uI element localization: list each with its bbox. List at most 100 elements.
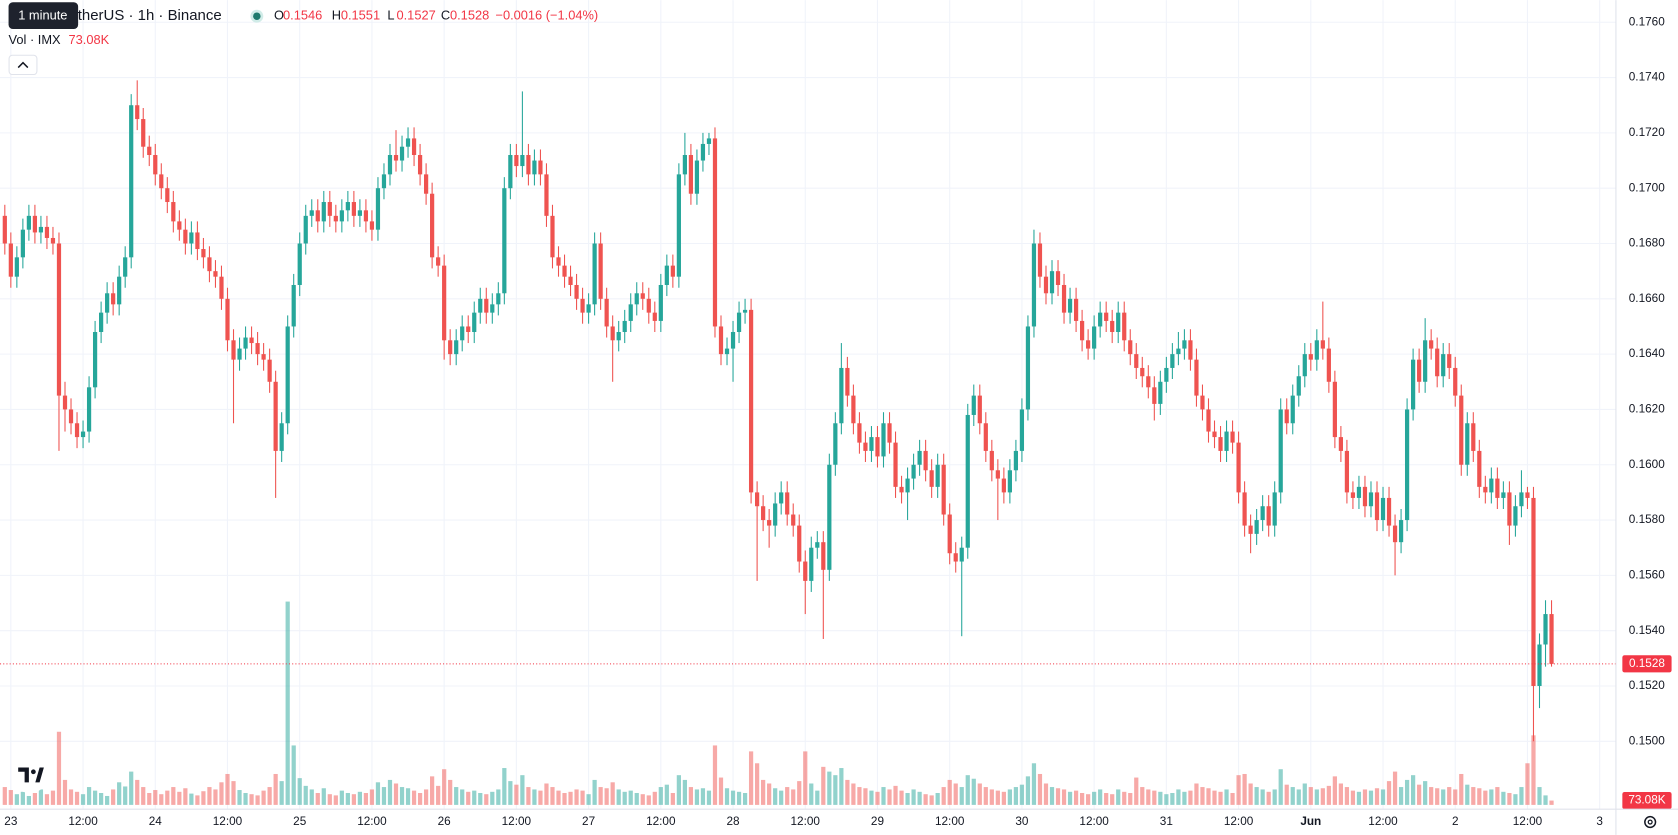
volume-bar (411, 790, 417, 805)
candle-body (947, 514, 952, 554)
volume-bar (177, 791, 182, 805)
volume-bar (20, 791, 25, 805)
volume-bar (574, 789, 579, 805)
candle-body (989, 450, 994, 471)
volume-bar (730, 790, 736, 805)
volume-bar (333, 795, 338, 805)
candle-body (742, 309, 748, 313)
volume-bar (1031, 763, 1037, 805)
candle-body (460, 326, 465, 341)
candle-body (62, 395, 68, 410)
candle-body (189, 232, 194, 244)
collapse-icon (17, 61, 29, 69)
volume-bar (917, 791, 922, 805)
candle-body (74, 423, 80, 438)
candle-body (255, 343, 260, 355)
volume-bar (111, 789, 116, 805)
candle-body (357, 210, 363, 216)
volume-bar (544, 783, 549, 805)
y-tick-label: 0.1500 (1629, 734, 1665, 747)
candle-body (321, 202, 326, 222)
candle-body (1290, 395, 1295, 424)
volume-bar (971, 778, 976, 805)
candle-body (724, 348, 730, 355)
volume-bar (1055, 788, 1061, 805)
candle-body (929, 470, 934, 487)
candle-body (303, 215, 308, 244)
candle-body (857, 423, 862, 443)
candle-body (1302, 354, 1307, 377)
candle-body (1236, 442, 1241, 493)
status-dot (253, 12, 261, 20)
candle-body (231, 340, 236, 360)
volume-bar (381, 787, 387, 805)
candle-body (1398, 520, 1404, 543)
volume-bar (225, 773, 230, 805)
candle-body (195, 232, 200, 250)
y-tick-label: 0.1520 (1629, 679, 1665, 692)
volume-bar (129, 771, 134, 805)
candle-body (14, 257, 19, 277)
candle-body (706, 138, 712, 144)
candle-body (1266, 506, 1271, 526)
volume-bar (14, 794, 19, 805)
volume-bar (1092, 791, 1097, 805)
candle-body (80, 431, 86, 438)
ohlc-letter: O (274, 8, 284, 23)
candle-body (1013, 450, 1019, 471)
volume-bar (207, 787, 212, 805)
candle-body (105, 293, 110, 313)
volume-bar (514, 784, 519, 805)
volume-bar (1152, 790, 1157, 805)
candle-body (755, 492, 760, 507)
volume-bar (941, 787, 946, 805)
volume-bar (26, 795, 31, 805)
candle-body (315, 210, 320, 222)
volume-bar (92, 790, 98, 805)
volume-bar (833, 775, 838, 805)
candle-body (971, 395, 976, 415)
candle-body (171, 202, 176, 222)
volume-bar (658, 787, 663, 805)
change: −0.0016 (−1.04%) (495, 8, 598, 23)
candle-body (183, 229, 188, 244)
candle-body (881, 423, 886, 457)
volume-bar (279, 781, 284, 805)
y-tick-label: 0.1740 (1629, 71, 1665, 84)
candle-body (821, 542, 826, 570)
candle-body (1441, 354, 1446, 377)
volume-bar (1212, 790, 1217, 805)
y-tick-label: 0.1620 (1629, 403, 1665, 416)
volume-value: 73.08K (68, 32, 109, 47)
volume-bar (779, 790, 784, 805)
settings-button[interactable] (1644, 815, 1657, 829)
volume-bar (339, 790, 344, 805)
candle-body (1001, 478, 1006, 493)
candle-body (502, 188, 507, 294)
candle-body (141, 119, 146, 147)
collapse-button[interactable] (8, 54, 38, 76)
volume-bar (99, 793, 104, 805)
volume-bar (1146, 789, 1151, 805)
candle-body (1049, 271, 1055, 294)
candle-body (309, 210, 314, 216)
volume-bar (568, 791, 573, 805)
candle-body (1019, 409, 1025, 451)
volume-bar (297, 778, 302, 805)
volume-bar (1248, 783, 1253, 805)
candle-body (1477, 450, 1482, 487)
volume-bar (1061, 789, 1067, 805)
candle-body (1549, 614, 1554, 664)
candle-body (243, 337, 248, 349)
overlay: 0.1500 0.1520 0.1540 0.1560 0.1580 0.1600 0.16… (0, 15, 1672, 828)
volume-bar (466, 791, 471, 805)
volume-bar (676, 775, 681, 805)
volume-bar (1531, 735, 1536, 805)
volume-bar (1326, 785, 1331, 805)
volume-bar (369, 789, 375, 805)
candle-body (490, 304, 495, 313)
volume-bar (670, 793, 675, 805)
y-tick-label: 0.1560 (1629, 568, 1665, 581)
volume-bar (1308, 787, 1313, 805)
volume-bar (995, 790, 1000, 805)
